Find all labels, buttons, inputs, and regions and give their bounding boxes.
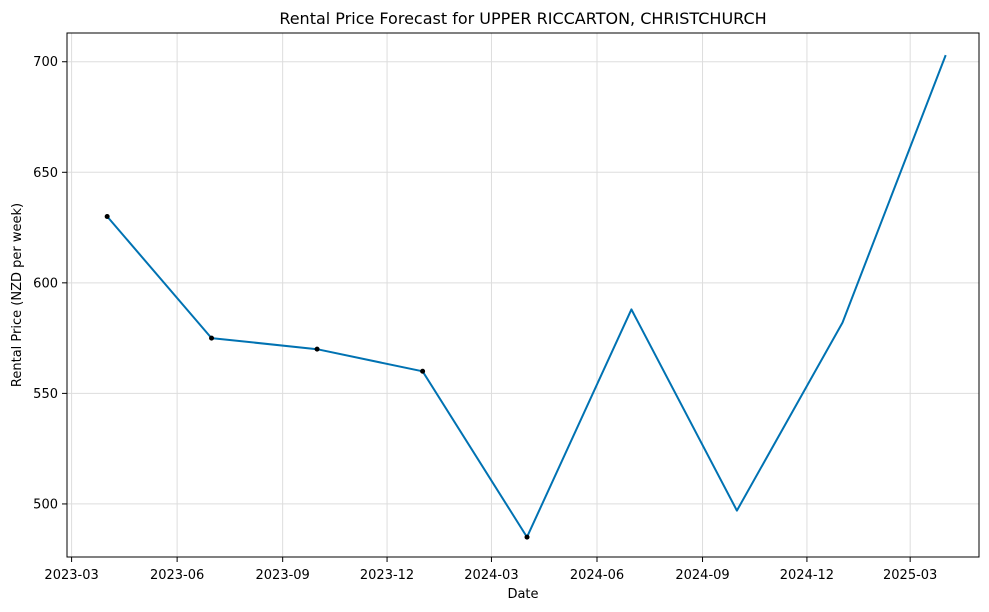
y-axis: 500 550 600 650 700 bbox=[33, 55, 67, 512]
observed-data-point bbox=[524, 534, 530, 540]
x-tick-label: 2025-03 bbox=[883, 568, 937, 583]
plot-area-frame bbox=[66, 32, 980, 558]
y-tick-label: 650 bbox=[33, 166, 58, 181]
x-tick-label: 2024-09 bbox=[675, 568, 729, 583]
y-tick-label: 600 bbox=[33, 276, 58, 291]
x-axis-label: Date bbox=[507, 587, 538, 602]
observed-data-point bbox=[104, 214, 110, 220]
observed-points-layer bbox=[104, 214, 530, 540]
observed-data-point bbox=[209, 335, 215, 341]
y-tick-label: 500 bbox=[33, 497, 58, 512]
y-axis-label: Rental Price (NZD per week) bbox=[10, 203, 25, 387]
x-tick-label: 2023-03 bbox=[44, 568, 98, 583]
x-axis: 2023-03 2023-06 2023-09 2023-12 2024-03 2024-… bbox=[44, 557, 937, 583]
observed-data-point bbox=[420, 368, 426, 374]
series-layer bbox=[106, 54, 947, 539]
x-tick-label: 2024-06 bbox=[570, 568, 624, 583]
x-tick-label: 2023-12 bbox=[360, 568, 414, 583]
x-tick-label: 2024-03 bbox=[464, 568, 518, 583]
x-tick-label: 2023-09 bbox=[256, 568, 310, 583]
x-tick-label: 2023-06 bbox=[150, 568, 204, 583]
y-tick-label: 700 bbox=[33, 55, 58, 70]
y-tick-label: 550 bbox=[33, 387, 58, 402]
observed-data-point bbox=[314, 346, 320, 352]
x-tick-label: 2024-12 bbox=[780, 568, 834, 583]
forecast-line bbox=[106, 54, 947, 539]
chart-title: Rental Price Forecast for UPPER RICCARTO… bbox=[279, 9, 766, 28]
grid bbox=[67, 33, 979, 557]
